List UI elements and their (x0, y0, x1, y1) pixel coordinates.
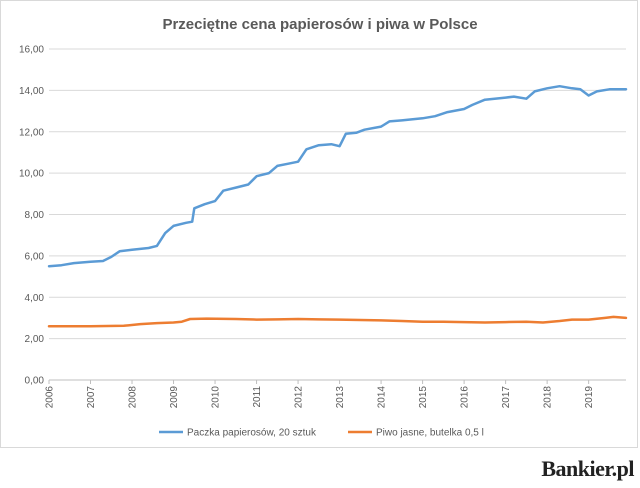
y-tick-label: 12,00 (19, 127, 44, 138)
chart-title: Przeciętne cena papierosów i piwa w Pols… (162, 16, 477, 33)
x-tick-label: 2010 (211, 386, 222, 409)
y-tick-label: 8,00 (25, 210, 45, 221)
x-tick-label: 2017 (501, 386, 512, 409)
series-lines (47, 84, 628, 328)
legend-label-1: Paczka papierosów, 20 sztuk (187, 428, 317, 439)
y-tick-label: 14,00 (19, 86, 44, 97)
y-tick-label: 10,00 (19, 169, 44, 180)
y-axis-ticks: 0,00 2,00 4,00 6,00 8,00 10,00 12,00 14,00 16,00 (19, 45, 44, 387)
legend: Paczka papierosów, 20 sztuk Piwo jasne, b… (159, 428, 484, 439)
series-line-2 (47, 315, 628, 328)
series-line-1 (47, 84, 628, 268)
y-tick-label: 4,00 (25, 293, 45, 304)
y-tick-label: 6,00 (25, 251, 45, 262)
line-chart: Przeciętne cena papierosów i piwa w Pols… (19, 16, 628, 439)
x-tick-label: 2006 (45, 386, 56, 409)
y-tick-label: 16,00 (19, 45, 44, 56)
legend-label-2: Piwo jasne, butelka 0,5 l (376, 428, 484, 439)
y-tick-label: 2,00 (25, 334, 45, 345)
x-tick-label: 2015 (418, 386, 429, 409)
x-tick-label: 2007 (86, 386, 97, 409)
x-tick-label: 2012 (294, 386, 305, 409)
brand-logo: Bankier.pl (541, 456, 634, 481)
x-tick-label: 2014 (377, 386, 388, 409)
x-tick-label: 2018 (543, 386, 554, 409)
x-tick-label: 2011 (252, 386, 263, 408)
gridlines (49, 48, 626, 381)
x-tick-label: 2013 (335, 386, 346, 409)
x-tick-label: 2008 (128, 386, 139, 409)
x-tick-label: 2009 (169, 386, 180, 409)
y-tick-label: 0,00 (25, 376, 45, 387)
x-tick-label: 2016 (460, 386, 471, 409)
x-tick-label: 2019 (584, 386, 595, 409)
x-axis-ticks: 2006 2007 2008 2009 2010 2011 2012 2013 2014 2015… (45, 380, 595, 409)
chart-frame: Przeciętne cena papierosów i piwa w Pols… (0, 0, 638, 448)
